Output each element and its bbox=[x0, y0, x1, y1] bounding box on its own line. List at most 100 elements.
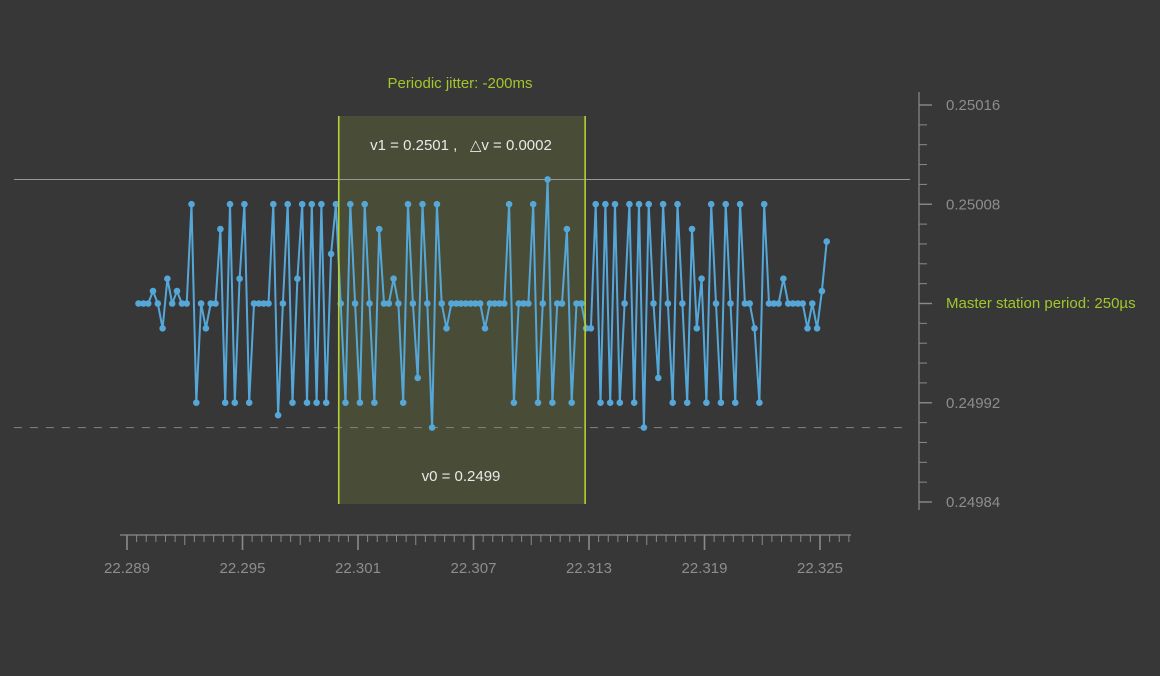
data-point-marker bbox=[587, 325, 595, 332]
data-point-marker bbox=[207, 300, 214, 307]
data-point-marker bbox=[515, 300, 522, 307]
data-point-marker bbox=[448, 300, 455, 307]
y-axis-tick-label: 0.24992 bbox=[946, 395, 1000, 412]
data-point-marker bbox=[217, 225, 224, 233]
x-axis-tick-label: 22.289 bbox=[104, 560, 150, 577]
data-point-marker bbox=[481, 325, 489, 332]
data-point-marker bbox=[751, 325, 758, 332]
x-axis-tick-label: 22.295 bbox=[220, 560, 266, 577]
data-point-marker bbox=[659, 200, 667, 208]
data-point-marker bbox=[780, 275, 787, 283]
data-point-marker bbox=[197, 300, 205, 307]
data-point-marker bbox=[626, 200, 633, 208]
data-point-marker bbox=[823, 238, 830, 245]
data-point-marker bbox=[366, 300, 373, 307]
data-point-marker bbox=[467, 300, 474, 307]
data-point-marker bbox=[597, 399, 604, 407]
data-point-marker bbox=[375, 225, 383, 233]
data-point-marker bbox=[563, 225, 571, 233]
data-point-marker bbox=[289, 399, 296, 407]
x-axis-tick-label: 22.307 bbox=[451, 560, 497, 577]
data-point-marker bbox=[270, 200, 277, 208]
data-point-marker bbox=[298, 200, 306, 208]
y-axis-tick-label: 0.25016 bbox=[946, 97, 1000, 114]
data-point-marker bbox=[414, 374, 422, 382]
data-point-marker bbox=[318, 200, 325, 208]
data-point-marker bbox=[760, 200, 768, 208]
data-point-marker bbox=[221, 399, 229, 407]
data-point-marker bbox=[202, 325, 210, 332]
data-point-marker bbox=[775, 300, 782, 307]
data-point-marker bbox=[698, 275, 705, 283]
data-point-marker bbox=[250, 300, 258, 307]
data-point-marker bbox=[722, 200, 729, 208]
data-point-marker bbox=[433, 200, 441, 208]
data-point-marker bbox=[265, 300, 272, 307]
data-point-marker bbox=[183, 300, 190, 307]
data-point-marker bbox=[193, 399, 200, 407]
data-point-marker bbox=[650, 300, 657, 307]
data-point-marker bbox=[457, 300, 465, 307]
data-point-marker bbox=[578, 300, 585, 307]
data-point-marker bbox=[342, 399, 349, 407]
data-point-marker bbox=[380, 300, 388, 307]
data-point-marker bbox=[688, 225, 696, 233]
data-point-marker bbox=[472, 300, 479, 307]
data-point-marker bbox=[568, 399, 575, 407]
data-point-marker bbox=[168, 300, 176, 307]
data-point-marker bbox=[818, 287, 826, 295]
data-point-marker bbox=[327, 250, 335, 258]
data-point-marker bbox=[409, 300, 417, 307]
data-point-marker bbox=[452, 300, 460, 307]
data-point-marker bbox=[809, 300, 816, 307]
data-point-marker bbox=[606, 399, 614, 407]
data-point-marker bbox=[741, 300, 749, 307]
data-point-marker bbox=[347, 200, 354, 208]
data-point-marker bbox=[505, 200, 513, 208]
data-point-marker bbox=[789, 300, 797, 307]
data-point-marker bbox=[212, 300, 219, 307]
data-point-marker bbox=[707, 200, 715, 208]
data-point-marker bbox=[462, 300, 470, 307]
data-point-marker bbox=[510, 399, 518, 407]
master-period-label: Master station period: 250µs bbox=[946, 295, 1136, 312]
measurement-region bbox=[338, 116, 586, 504]
data-point-marker bbox=[736, 200, 744, 208]
data-point-marker bbox=[683, 399, 691, 407]
chart-title: Periodic jitter: -200ms bbox=[387, 75, 533, 92]
data-point-marker bbox=[159, 325, 166, 332]
data-point-marker bbox=[236, 275, 243, 283]
data-point-marker bbox=[693, 325, 701, 332]
data-point-marker bbox=[784, 300, 792, 307]
data-point-marker bbox=[496, 300, 503, 307]
data-point-marker bbox=[144, 300, 152, 307]
data-point-marker bbox=[274, 411, 282, 419]
data-point-marker bbox=[308, 200, 316, 208]
data-point-marker bbox=[794, 300, 802, 307]
data-point-marker bbox=[679, 300, 686, 307]
data-point-marker bbox=[669, 399, 676, 407]
data-point-marker bbox=[255, 300, 263, 307]
data-point-marker bbox=[544, 176, 551, 183]
data-point-marker bbox=[226, 200, 234, 208]
data-point-marker bbox=[419, 200, 426, 208]
data-point-marker bbox=[765, 300, 773, 307]
data-point-marker bbox=[322, 399, 330, 407]
data-point-marker bbox=[539, 300, 547, 307]
y-axis-tick-label: 0.25008 bbox=[946, 196, 1000, 213]
data-point-marker bbox=[154, 300, 162, 307]
annotation-v1-delta: v1 = 0.2501 , △v = 0.0002 bbox=[370, 137, 552, 154]
data-point-marker bbox=[279, 300, 287, 307]
data-point-marker bbox=[640, 424, 648, 431]
data-point-marker bbox=[621, 300, 628, 307]
data-point-marker bbox=[140, 300, 147, 307]
data-point-marker bbox=[356, 399, 364, 407]
data-point-marker bbox=[231, 399, 239, 407]
data-point-marker bbox=[149, 287, 157, 295]
data-point-marker bbox=[645, 200, 652, 208]
data-point-marker bbox=[313, 399, 320, 407]
data-point-marker bbox=[303, 399, 311, 407]
data-point-marker bbox=[611, 200, 619, 208]
data-point-marker bbox=[664, 300, 672, 307]
